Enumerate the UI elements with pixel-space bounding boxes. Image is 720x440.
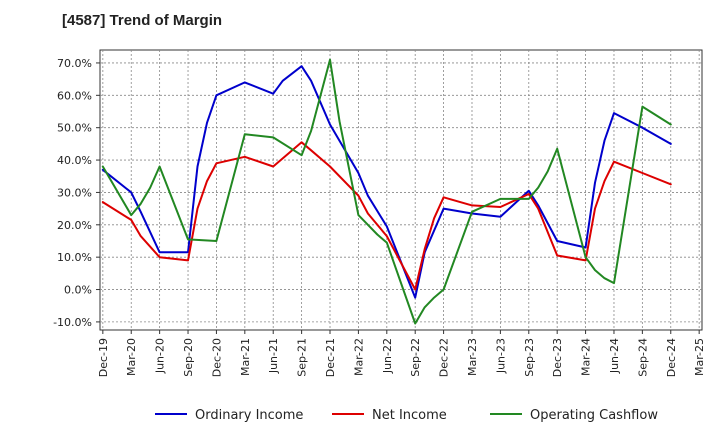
- y-tick-label: 40.0%: [57, 154, 92, 167]
- x-tick-label: Sep-21: [296, 338, 309, 377]
- series-line: [101, 65, 672, 299]
- grid-layer: [100, 50, 702, 330]
- y-axis: 70.0% 60.0% 50.0% 40.0% 30.0% 20.0% 10.0% 0.0% -…: [53, 57, 100, 329]
- x-tick-label: Mar-22: [352, 338, 365, 376]
- legend: Ordinary Income Net Income Operating Cashf…: [155, 408, 658, 423]
- x-tick-label: Mar-25: [693, 338, 706, 376]
- series-line: [101, 141, 672, 291]
- x-tick-label: Jun-21: [267, 338, 280, 374]
- x-tick-label: Jun-22: [381, 338, 394, 374]
- x-tick-label: Sep-24: [636, 338, 649, 377]
- y-tick-label: 70.0%: [57, 57, 92, 70]
- x-tick-label: Mar-21: [239, 338, 252, 376]
- series-line: [101, 58, 672, 325]
- y-tick-label: 20.0%: [57, 219, 92, 232]
- x-tick-label: Dec-23: [551, 338, 564, 377]
- x-tick-label: Jun-20: [154, 338, 167, 374]
- x-tick-label: Sep-20: [182, 338, 195, 377]
- legend-label: Ordinary Income: [195, 408, 303, 423]
- legend-label: Net Income: [372, 408, 447, 423]
- x-tick-label: Sep-23: [523, 338, 536, 377]
- y-tick-label: 60.0%: [57, 89, 92, 102]
- chart-title: [4587] Trend of Margin: [62, 12, 223, 29]
- y-tick-label: 30.0%: [57, 186, 92, 199]
- x-tick-label: Dec-21: [324, 338, 337, 377]
- x-tick-label: Dec-22: [438, 338, 451, 377]
- x-tick-label: Mar-20: [125, 338, 138, 376]
- x-tick-label: Sep-22: [409, 338, 422, 377]
- x-tick-label: Mar-24: [580, 338, 593, 376]
- y-tick-label: 0.0%: [64, 284, 92, 297]
- y-tick-label: 10.0%: [57, 251, 92, 264]
- plot-area-frame: [99, 49, 703, 331]
- x-tick-label: Dec-24: [665, 338, 678, 377]
- x-tick-label: Dec-20: [210, 338, 223, 377]
- x-tick-label: Mar-23: [466, 338, 479, 376]
- x-tick-label: Jun-23: [494, 338, 507, 374]
- legend-label: Operating Cashflow: [530, 408, 658, 423]
- x-axis: Dec-19 Mar-20 Jun-20 Sep-20 Dec-20 Mar-21 Jun-…: [97, 330, 706, 377]
- x-tick-label: Jun-24: [608, 338, 621, 374]
- y-tick-label: -10.0%: [53, 316, 92, 329]
- series-layer: [101, 58, 672, 325]
- y-tick-label: 50.0%: [57, 122, 92, 135]
- x-tick-label: Dec-19: [97, 338, 110, 377]
